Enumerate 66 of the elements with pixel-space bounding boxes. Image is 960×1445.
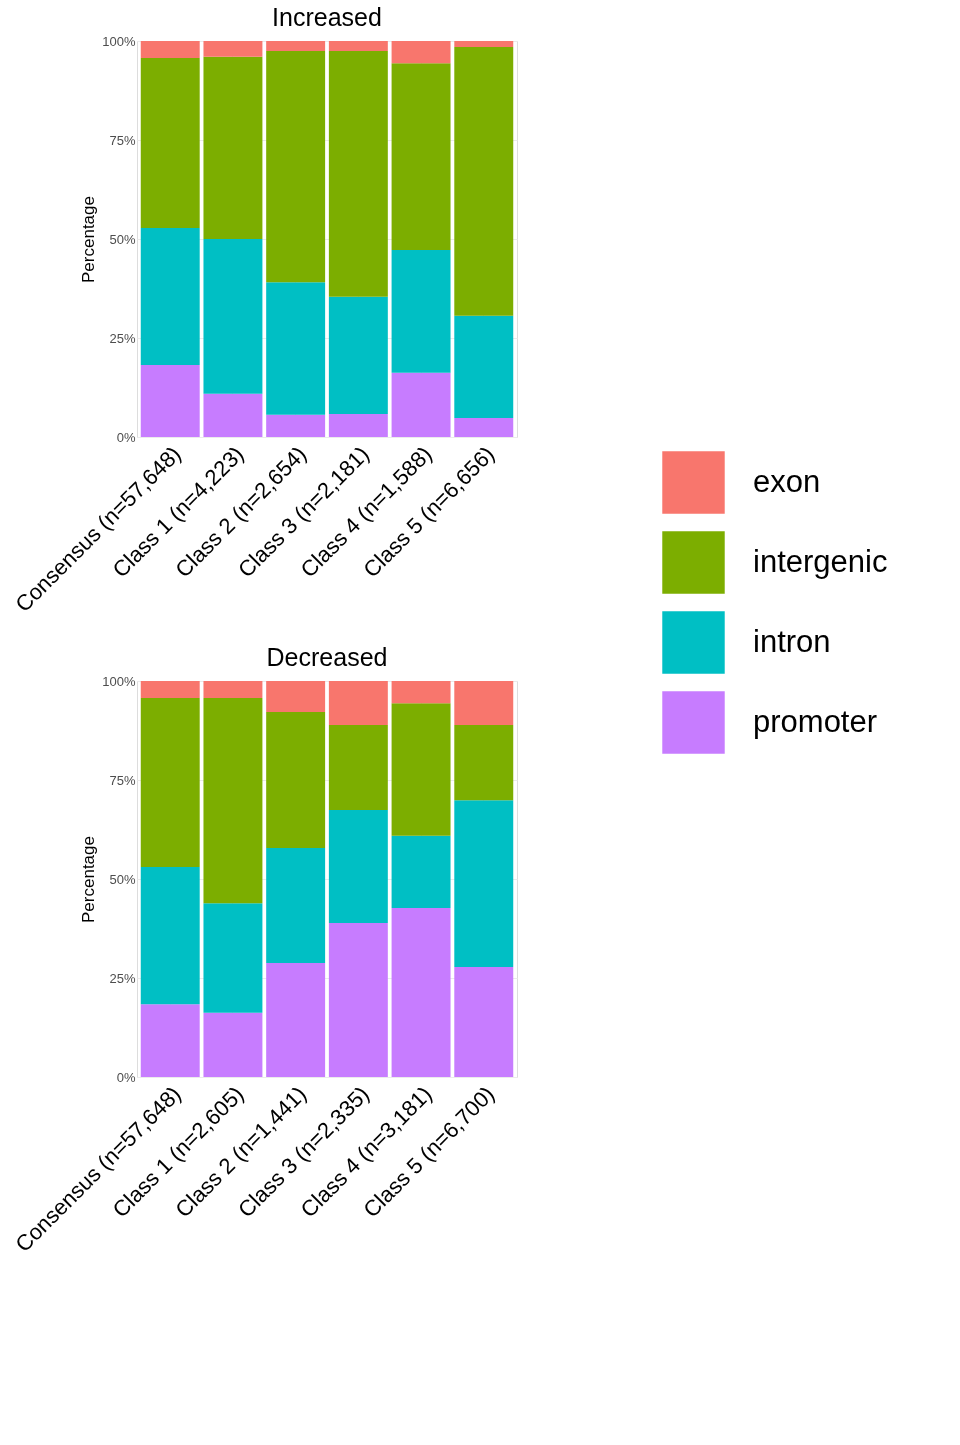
bar [391,681,451,704]
bar [391,41,451,64]
bar [391,372,451,437]
bar [266,50,326,283]
bar [391,63,451,251]
legend-label: promoter [753,703,878,739]
bar [328,922,388,1077]
y-tick-label: 0% [116,429,136,445]
bar [454,46,514,316]
bar [266,41,326,51]
bar [454,315,514,418]
bar [328,41,388,51]
bar [328,724,388,811]
y-tick-label: 50% [109,871,136,887]
bar [203,393,263,437]
y-tick-label: 100% [102,673,136,689]
y-axis-title: Percentage [79,196,99,283]
bar [203,681,263,699]
chart-title: Decreased [266,643,388,671]
bar [266,711,326,849]
bar [454,966,514,1077]
bar [140,867,200,1005]
bar [454,41,514,47]
bar [266,962,326,1077]
bar [328,681,388,725]
y-tick-label: 100% [102,33,136,49]
bar [203,41,263,57]
bar [140,364,200,437]
y-axis-title: Percentage [79,836,99,923]
bar [266,848,326,963]
legend-label: exon [753,463,821,499]
legend-label: intron [753,623,831,659]
bar [140,681,200,699]
bar [391,703,451,836]
bar [454,724,514,801]
y-tick-label: 75% [109,132,136,148]
bar [328,296,388,415]
chart-title: Increased [272,3,382,31]
y-tick-label: 25% [109,330,136,346]
bar [140,227,200,365]
bar [203,239,263,394]
bar [328,414,388,437]
bar [266,414,326,437]
y-tick-label: 0% [116,1069,136,1085]
bar [454,800,514,967]
bar [203,698,263,904]
bar [328,810,388,923]
bar [266,282,326,415]
bar [391,835,451,908]
legend-label: intergenic [753,543,888,579]
bar [140,58,200,228]
bar [203,1012,263,1077]
bar [203,903,263,1013]
bar [266,681,326,712]
bar [140,41,200,59]
bar [203,56,263,239]
bar [454,681,514,725]
bar [454,417,514,437]
y-tick-label: 50% [109,231,136,247]
y-tick-label: 25% [109,970,136,986]
bar [140,1004,200,1077]
bar [328,50,388,297]
y-tick-label: 75% [109,772,136,788]
bar [391,907,451,1077]
bar [140,698,200,868]
bar [391,250,451,373]
